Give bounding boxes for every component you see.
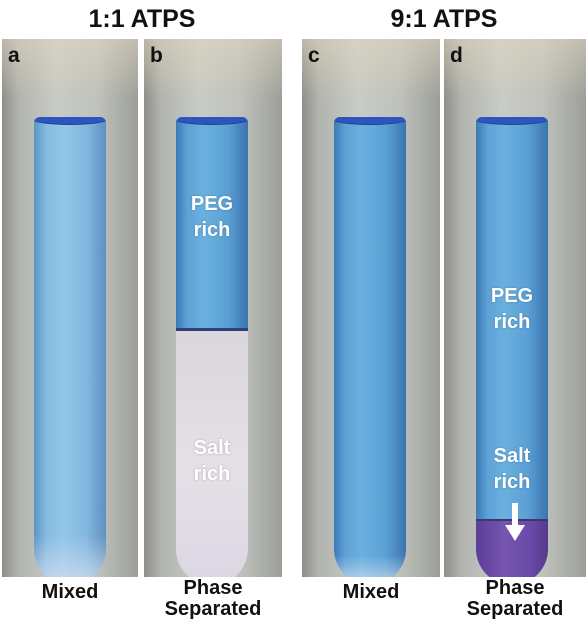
test-tube-b: PEG rich Salt rich	[176, 117, 248, 577]
peg-rich-label: PEG rich	[490, 285, 534, 333]
caption-d: Phase Separated	[466, 577, 564, 620]
group-title-9-1: 9:1 ATPS	[390, 5, 498, 33]
tube-rim	[176, 117, 248, 125]
group-title-1-1: 1:1 ATPS	[88, 5, 196, 33]
tube-rim	[334, 117, 406, 125]
peg-rich-label: PEG rich	[190, 193, 234, 241]
salt-rich-label: Salt rich	[193, 437, 231, 485]
caption-a: Mixed	[41, 581, 99, 603]
panel-letter-c: c	[308, 44, 320, 67]
panel-d: d PEG rich Salt rich	[444, 39, 586, 577]
arrow-down-icon	[505, 503, 525, 541]
caption-b: Phase Separated	[164, 577, 262, 620]
test-tube-a	[34, 117, 106, 577]
tube-rim	[476, 117, 548, 125]
panel-b: b PEG rich Salt rich	[144, 39, 282, 577]
panel-a: a	[2, 39, 138, 577]
panel-c: c	[302, 39, 440, 577]
test-tube-c	[334, 117, 406, 577]
tube-rim	[34, 117, 106, 125]
salt-rich-label: Salt rich	[493, 445, 531, 493]
panel-letter-b: b	[150, 44, 163, 67]
panel-letter-d: d	[450, 44, 463, 67]
panel-letter-a: a	[8, 44, 20, 67]
caption-c: Mixed	[342, 581, 400, 603]
